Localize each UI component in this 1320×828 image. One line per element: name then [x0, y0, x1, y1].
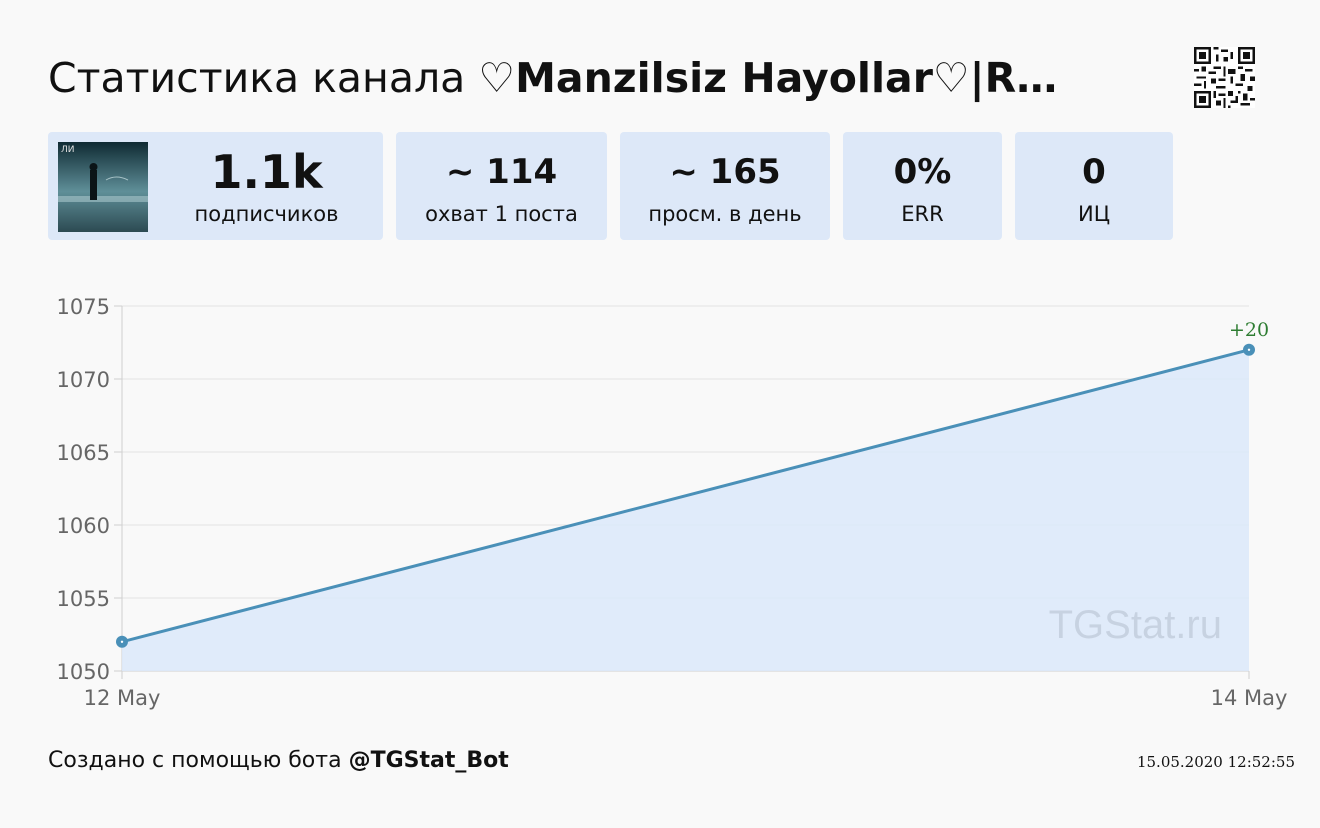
stat-card-ic: 0 ИЦ [1015, 132, 1173, 240]
stat-card-subscribers: ЛИ 1.1k подписчиков [48, 132, 383, 240]
y-tick-label: 1065 [57, 441, 110, 465]
page-title: Статистика канала ♡Manzilsiz Hayollar♡|R… [48, 52, 1148, 104]
footer-prefix: Создано с помощью бота [48, 748, 349, 773]
stat-value: ~ 165 [669, 152, 781, 192]
series-area [122, 349, 1249, 671]
stat-value: ~ 114 [445, 152, 558, 192]
svg-text:ЛИ: ЛИ [61, 145, 75, 155]
stat-card-err: 0% ERR [843, 132, 1002, 240]
channel-avatar: ЛИ [58, 142, 148, 232]
stat-card-reach: ~ 114 охват 1 поста [396, 132, 607, 240]
stat-value: 0 [1082, 152, 1106, 192]
stat-value: 0% [893, 152, 952, 192]
x-tick-label: 14 May [1211, 686, 1288, 710]
y-tick-label: 1060 [57, 514, 110, 538]
stat-label: охват 1 поста [425, 202, 578, 226]
stat-label: ERR [901, 202, 944, 226]
data-label: +20 [1229, 319, 1269, 341]
channel-name: ♡Manzilsiz Hayollar♡|R… [478, 54, 1058, 102]
y-tick-label: 1070 [57, 368, 110, 392]
data-point-center [120, 640, 124, 643]
stat-label: подписчиков [194, 202, 339, 226]
y-tick-label: 1055 [57, 587, 110, 611]
series-line [121, 348, 1250, 644]
y-tick-label: 1050 [57, 660, 110, 684]
title-prefix: Статистика канала [48, 54, 479, 102]
qr-code-icon [1194, 47, 1255, 108]
subscribers-chart: 105010551060106510701075TGStat.ru12 May1… [57, 295, 1288, 710]
y-tick-label: 1075 [57, 295, 110, 319]
footer-credit: Создано с помощью бота @TGStat_Bot [48, 746, 509, 776]
x-tick-label: 12 May [84, 686, 161, 710]
footer-timestamp: 15.05.2020 12:52:55 [1136, 753, 1295, 771]
stat-value: 1.1k [210, 145, 323, 199]
stat-label: просм. в день [648, 202, 802, 226]
bot-name: @TGStat_Bot [348, 748, 509, 773]
stat-card-views: ~ 165 просм. в день [620, 132, 830, 240]
stat-label: ИЦ [1077, 202, 1110, 226]
data-point-center [1247, 348, 1251, 351]
